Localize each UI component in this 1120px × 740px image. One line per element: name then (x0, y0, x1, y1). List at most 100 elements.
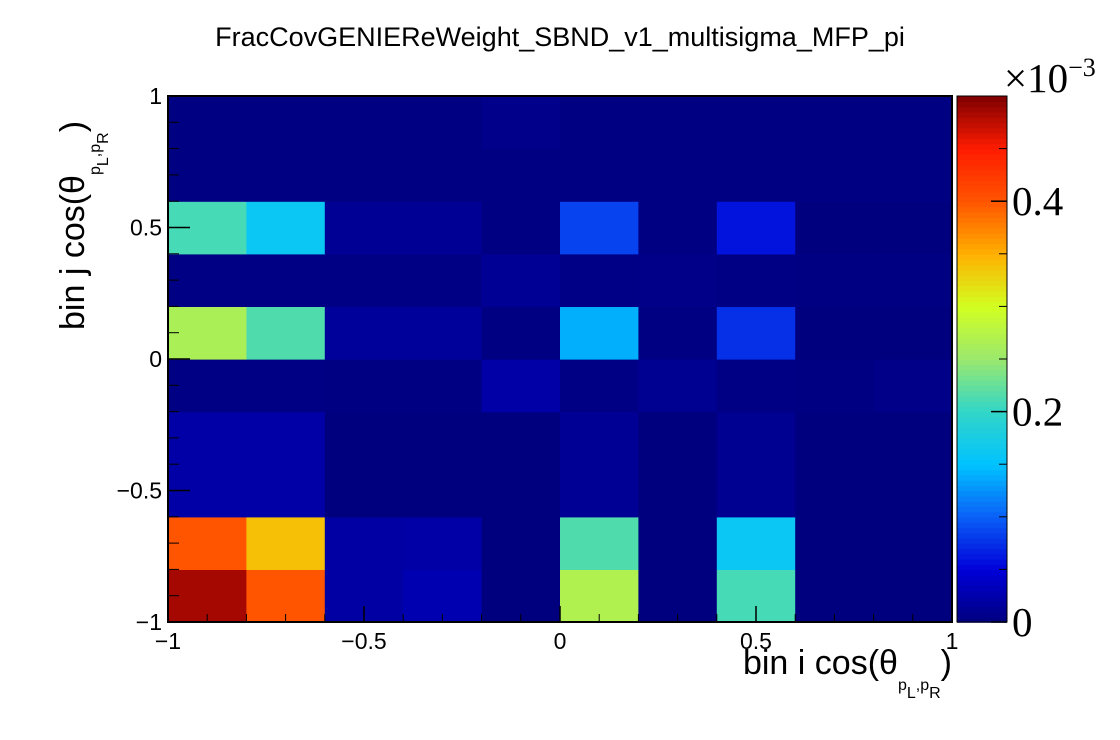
heatmap-cell (481, 201, 561, 255)
colorbar-band (957, 143, 1007, 150)
heatmap-cell (403, 253, 483, 307)
y-axis-title-sub-1: p (87, 166, 104, 175)
heatmap-cell (168, 359, 247, 413)
heatmap-cell (168, 516, 247, 570)
heatmap-cell (168, 569, 247, 623)
heatmap-cell (481, 359, 561, 413)
y-tick-label: 0 (149, 346, 162, 372)
heatmap-cell (246, 411, 326, 465)
heatmap-cell (560, 148, 639, 202)
heatmap-cell (481, 411, 561, 465)
heatmap-cell (403, 411, 483, 465)
heatmap-cell (795, 253, 875, 307)
colorbar-band (957, 448, 1007, 455)
colorbar-band (957, 280, 1007, 287)
y-axis-title-main: bin j cos(θ (54, 175, 92, 330)
x-axis-title-sub-2-script: R (929, 685, 941, 702)
heatmap-cell (168, 148, 247, 202)
heatmap-cell (638, 464, 718, 518)
heatmap-cell (795, 516, 875, 570)
heatmap-cell (638, 569, 718, 623)
heatmap-cell (481, 569, 561, 623)
colorbar-band (957, 606, 1007, 613)
colorbar-band (957, 348, 1007, 355)
colorbar-band (957, 543, 1007, 550)
heatmap-cell (324, 148, 404, 202)
heatmap-cell (638, 96, 718, 150)
heatmap-cell (403, 464, 483, 518)
colorbar-band (957, 306, 1007, 313)
heatmap-cell (638, 516, 718, 570)
colorbar-band (957, 106, 1007, 113)
y-axis-title-sub-2: p (87, 144, 104, 153)
heatmap-cell (716, 306, 796, 360)
heatmap-cell (324, 306, 404, 360)
colorbar-band (957, 558, 1007, 565)
colorbar-band (957, 190, 1007, 197)
heatmap-cell (168, 96, 247, 150)
colorbar-band (957, 574, 1007, 581)
colorbar-band (957, 222, 1007, 229)
heatmap-cell (716, 253, 796, 307)
heatmap-cell (168, 411, 247, 465)
chart-title: FracCovGENIEReWeight_SBND_v1_multisigma_… (215, 22, 905, 52)
heatmap-cell (403, 306, 483, 360)
heatmap-cell (403, 516, 483, 570)
heatmap-cell (324, 253, 404, 307)
heatmap-cell (795, 464, 875, 518)
heatmap-cell (481, 516, 561, 570)
heatmap-cell (873, 306, 953, 360)
y-tick-label: 0.5 (130, 215, 162, 241)
heatmap-cell (246, 306, 326, 360)
colorbar-band (957, 138, 1007, 145)
heatmap-cell (873, 464, 953, 518)
heatmap-cell (560, 569, 639, 623)
heatmap-cell (638, 148, 718, 202)
x-tick-label: 0.5 (740, 628, 772, 654)
heatmap-cell (324, 359, 404, 413)
heatmap-cell (873, 201, 953, 255)
x-tick-label: 0 (554, 628, 567, 654)
colorbar-band (957, 274, 1007, 281)
colorbar-band (957, 216, 1007, 224)
heatmap-cell (873, 411, 953, 465)
heatmap-cell (795, 359, 875, 413)
heatmap-cell (716, 148, 796, 202)
heatmap-cell (246, 464, 326, 518)
colorbar-band (957, 406, 1007, 413)
colorbar-band (957, 169, 1007, 176)
colorbar-band (957, 564, 1007, 571)
colorbar-band (957, 359, 1007, 366)
colorbar-band (957, 243, 1007, 250)
heatmap-cell (324, 201, 404, 255)
colorbar-band (957, 316, 1007, 323)
heatmap-cell (795, 201, 875, 255)
heatmap-cell (246, 201, 326, 255)
colorbar-band (957, 553, 1007, 560)
heatmap-cells (168, 96, 953, 623)
heatmap-cell (246, 569, 326, 623)
colorbar-band (957, 600, 1007, 608)
colorbar-band (957, 369, 1007, 376)
heatmap-cell (246, 516, 326, 570)
colorbar-band (957, 153, 1007, 160)
y-axis-title-sub-1-script: L (95, 157, 112, 166)
colorbar-multiplier: ×10−3 (1004, 53, 1096, 101)
colorbar-band (957, 322, 1007, 329)
colorbar-band (957, 343, 1007, 350)
heatmap-cell (324, 464, 404, 518)
colorbar-band (957, 579, 1007, 586)
heatmap-cell (560, 464, 639, 518)
colorbar-band (957, 537, 1007, 544)
colorbar-band (957, 253, 1007, 260)
colorbar-band (957, 337, 1007, 345)
x-axis-title-sub-2: p (920, 677, 929, 694)
colorbar-band (957, 485, 1007, 492)
heatmap-cell (560, 359, 639, 413)
heatmap-cell (795, 148, 875, 202)
colorbar-band (957, 96, 1007, 103)
heatmap-cell (168, 306, 247, 360)
x-tick-label: 1 (946, 628, 959, 654)
colorbar-band (957, 353, 1007, 360)
